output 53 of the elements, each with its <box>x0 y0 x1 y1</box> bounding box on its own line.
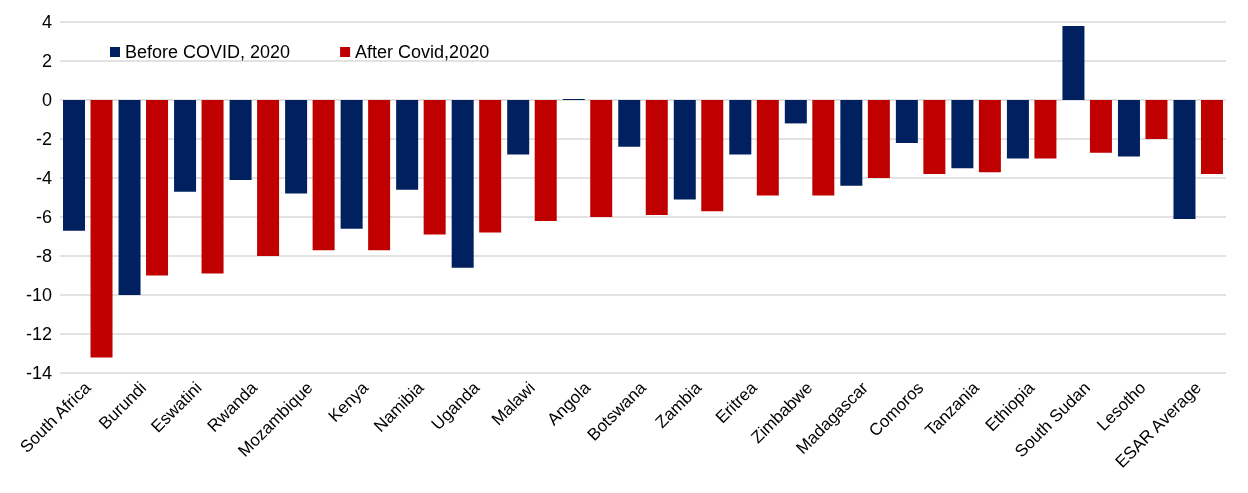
bar <box>451 100 474 268</box>
bar <box>396 100 419 190</box>
y-tick-label: -4 <box>35 168 52 188</box>
bar <box>479 100 502 233</box>
bar <box>174 100 197 192</box>
y-tick-label: -6 <box>35 207 52 227</box>
bar <box>867 100 890 178</box>
y-tick-label: 2 <box>41 51 52 71</box>
bar <box>645 100 668 216</box>
bar <box>534 100 557 221</box>
y-tick-label: -8 <box>35 246 52 266</box>
bar <box>1200 100 1223 175</box>
bar <box>1034 100 1057 159</box>
bar <box>257 100 280 256</box>
bar <box>63 100 86 231</box>
y-tick-label: -12 <box>25 324 52 344</box>
y-tick-label: -10 <box>25 285 52 305</box>
bar <box>756 100 779 196</box>
y-tick-label: 4 <box>41 12 52 32</box>
bar <box>784 100 807 124</box>
y-tick-label: -2 <box>35 129 52 149</box>
bar <box>590 100 613 217</box>
bar <box>618 100 641 147</box>
legend-label: Before COVID, 2020 <box>125 42 291 62</box>
bar <box>1173 100 1196 219</box>
bar <box>229 100 252 180</box>
bar <box>368 100 391 251</box>
bar <box>312 100 335 251</box>
bar <box>840 100 863 186</box>
bar <box>285 100 308 194</box>
bar <box>1145 100 1168 139</box>
bar <box>1089 100 1112 153</box>
legend-label: After Covid,2020 <box>355 42 490 62</box>
bar <box>673 100 696 200</box>
bar <box>118 100 141 295</box>
bar <box>1062 25 1085 100</box>
bar <box>1006 100 1029 159</box>
bar <box>895 100 918 143</box>
bar <box>978 100 1001 173</box>
bar <box>90 100 113 358</box>
bar <box>340 100 363 229</box>
bar <box>423 100 446 235</box>
y-tick-label: 0 <box>41 90 52 110</box>
bar <box>729 100 752 155</box>
y-tick-label: -14 <box>25 363 52 383</box>
bar <box>1117 100 1140 157</box>
bar <box>923 100 946 175</box>
bar <box>507 100 530 155</box>
bar <box>701 100 724 212</box>
bar <box>951 100 974 169</box>
bar <box>201 100 224 274</box>
bar <box>146 100 169 276</box>
bar <box>812 100 835 196</box>
